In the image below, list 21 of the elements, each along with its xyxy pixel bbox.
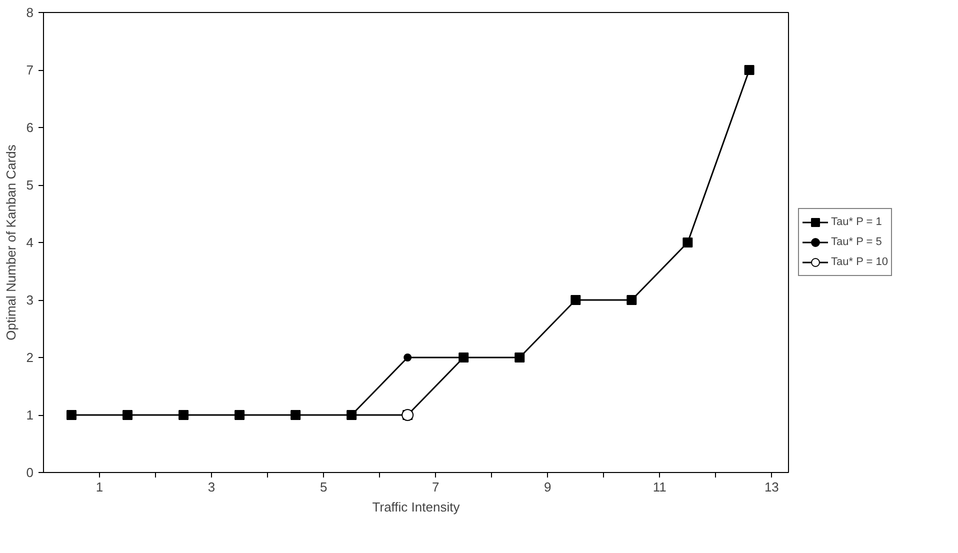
y-tick-label: 1: [26, 408, 34, 422]
x-tick-label: 9: [544, 480, 552, 494]
x-tick-label: 1: [96, 480, 104, 494]
x-tick-label: 3: [208, 480, 216, 494]
x-tick-label: 13: [764, 480, 779, 494]
y-axis-title: Optimal Number of Kanban Cards: [3, 144, 18, 340]
legend-label: Tau* P = 5: [831, 236, 882, 248]
x-tick-label: 5: [320, 480, 328, 494]
y-tick-label: 5: [26, 178, 34, 192]
y-tick-label: 4: [26, 235, 34, 250]
y-tick-label: 7: [26, 62, 34, 78]
y-tick-label: 6: [26, 120, 34, 135]
legend-label: Tau* P = 1: [831, 216, 882, 228]
y-tick-label: 3: [26, 292, 34, 308]
y-tick-label: 2: [26, 350, 34, 365]
legend-label: Tau* P = 10: [831, 256, 888, 268]
y-tick-label: 8: [26, 5, 34, 20]
x-tick-label: 11: [652, 480, 666, 494]
x-tick-label: 7: [432, 480, 440, 494]
y-tick-label: 0: [26, 465, 34, 480]
x-axis-title: Traffic Intensity: [372, 500, 460, 514]
